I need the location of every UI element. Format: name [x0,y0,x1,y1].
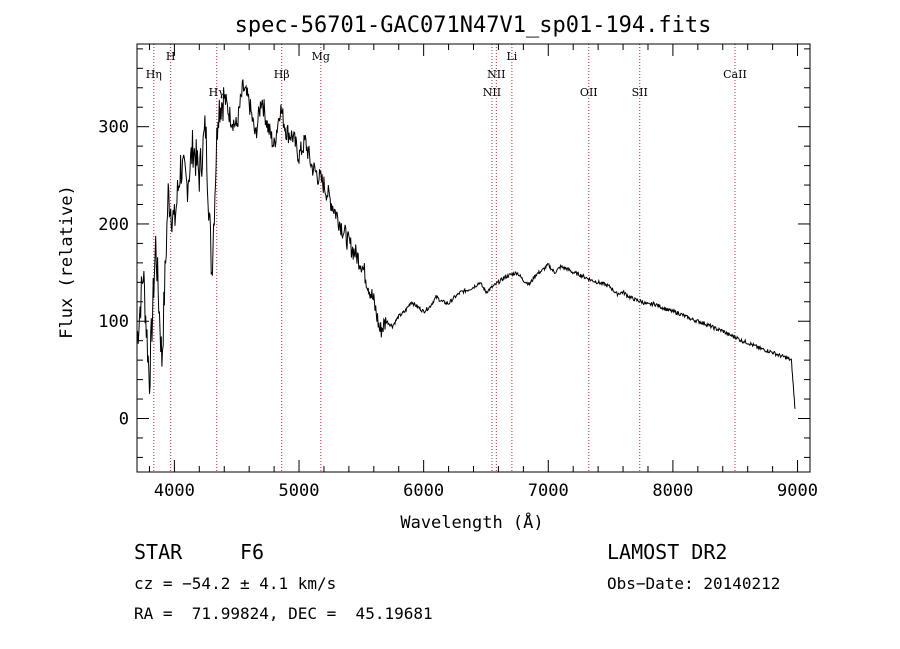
coordinates: RA = 71.99824, DEC = 45.19681 [134,604,433,623]
x-tick-label: 8000 [652,481,693,501]
plot-frame [136,43,811,473]
line-marker-label: OII [580,86,598,99]
line-marker-label: Mg [312,50,330,63]
line-marker-label: CaII [723,68,747,81]
line-marker-label: Hγ [209,86,226,99]
chart-title: spec-56701-GAC071N47V1_sp01-194.fits [235,13,712,38]
spectrum-line [136,79,796,409]
survey-label: LAMOST DR2 [607,540,728,564]
line-marker-label: Hη [146,68,162,81]
x-tick-label: 9000 [777,481,818,501]
x-tick-label: 5000 [279,481,320,501]
line-marker-label: Hβ [274,68,290,81]
line-marker-label: NII [483,86,501,99]
y-tick-label: 100 [98,312,129,332]
redshift-velocity: cz = −54.2 ± 4.1 km/s [134,574,337,593]
x-tick-label: 4000 [154,481,195,501]
y-tick-label: 200 [98,215,129,235]
object-class: STAR [134,540,183,564]
y-tick-label: 0 [119,410,129,430]
line-marker-label: SII [632,86,648,99]
y-tick-label: 300 [98,118,129,138]
line-marker-label: H [166,50,176,63]
line-marker-label: Li [506,50,517,63]
subclass: F6 [240,540,265,564]
line-marker-label: NII [487,68,505,81]
x-axis-label: Wavelength (Å) [400,511,543,533]
x-tick-label: 7000 [528,481,569,501]
y-axis-label: Flux (relative) [57,185,77,339]
x-tick-label: 6000 [403,481,444,501]
observation-date: Obs−Date: 20140212 [607,574,781,593]
axes: 4000 5000 6000 7000 8000 9000 0 100 200 300 [98,43,818,501]
